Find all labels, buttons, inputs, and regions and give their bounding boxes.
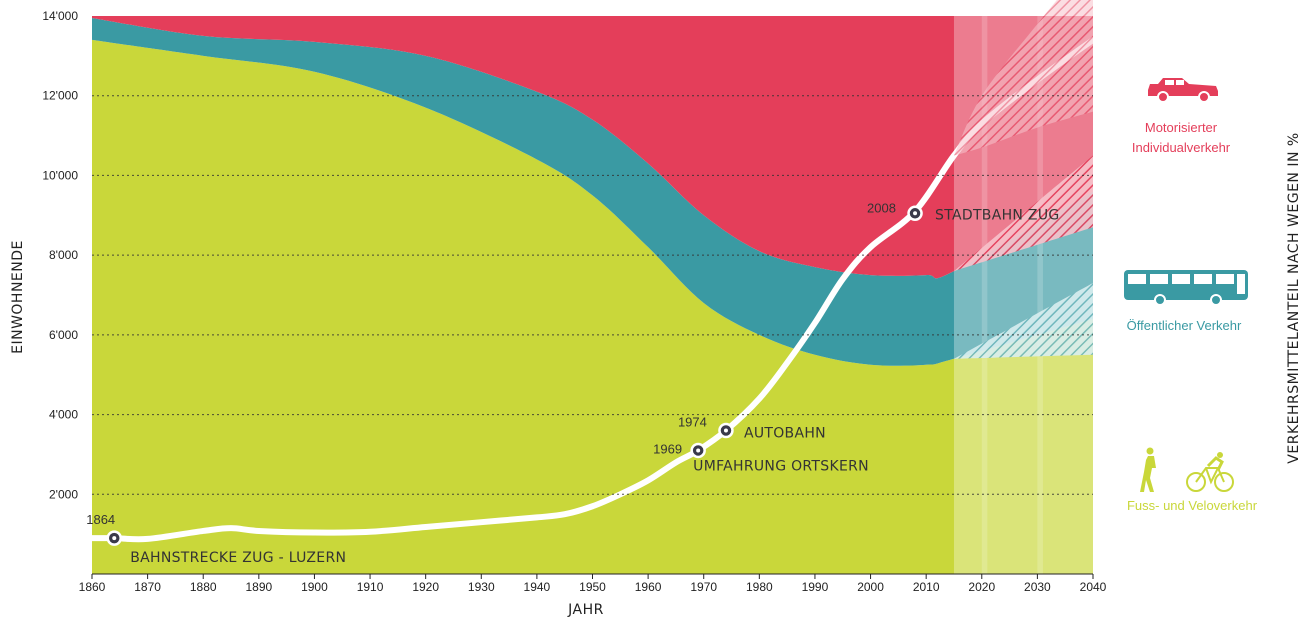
uncertainty-band: [953, 283, 1093, 359]
x-tick-label: 1920: [412, 580, 439, 594]
x-axis-title: JAHR: [567, 602, 604, 618]
uncertainty-band: [953, 155, 1093, 272]
legend-label-fuss-velo: Fuss- und Veloverkehr: [1127, 498, 1258, 513]
x-tick-label: 1890: [245, 580, 272, 594]
x-tick-label: 2030: [1024, 580, 1051, 594]
legend-label-miv-line2: Individualverkehr: [1132, 140, 1231, 155]
y-tick-label: 2'000: [49, 487, 78, 501]
series-fuss-velo-area: [92, 39, 1093, 574]
legend-label-miv-line1: Motorisierter: [1145, 120, 1218, 135]
y-tick-label: 10'000: [42, 168, 78, 182]
series-miv-area: [92, 16, 1093, 279]
legend: Motorisierter Individualverkehr Öffentli…: [1124, 78, 1258, 513]
x-tick-label: 1910: [357, 580, 384, 594]
x-tick-label: 2000: [857, 580, 884, 594]
y-tick-label: 14'000: [42, 9, 78, 23]
event-year-label: 1864: [86, 512, 115, 527]
x-tick-label: 2010: [913, 580, 940, 594]
forecast-band: [981, 16, 988, 574]
x-tick-label: 1860: [79, 580, 106, 594]
event-label: BAHNSTRECKE ZUG - LUZERN: [130, 550, 346, 566]
event-marker-dot: [723, 428, 728, 433]
population-line: [89, 36, 1096, 543]
x-tick-label: 1960: [635, 580, 662, 594]
x-tick-label: 1930: [468, 580, 495, 594]
event-marker-dot: [696, 448, 701, 453]
x-tick-label: 1950: [579, 580, 606, 594]
population-uncertainty: [953, 0, 1093, 156]
pedestrian-bicycle-icon: [1140, 447, 1234, 492]
x-tick-label: 1990: [802, 580, 829, 594]
x-tick-label: 2040: [1080, 580, 1107, 594]
car-icon: [1148, 78, 1218, 103]
events: 1864 BAHNSTRECKE ZUG - LUZERN 1969 UMFAHRUN…: [86, 200, 1059, 566]
event-year-label: 1974: [678, 415, 707, 430]
legend-label-oev: Öffentlicher Verkehr: [1127, 318, 1242, 333]
y-tick-label: 6'000: [49, 328, 78, 342]
x-tick-label: 1970: [690, 580, 717, 594]
event-label: AUTOBAHN: [744, 426, 826, 442]
event-label: UMFAHRUNG ORTSKERN: [693, 458, 869, 474]
event-year-label: 2008: [867, 200, 896, 215]
event-marker-dot: [913, 211, 918, 216]
x-tick-label: 1940: [524, 580, 551, 594]
y-tick-label: 8'000: [49, 248, 78, 262]
axes: 1860 1870 1880 1890 1900 1910 1920 1930 1940 1950…: [42, 9, 1106, 594]
event-marker-dot: [112, 536, 117, 541]
x-tick-label: 1870: [134, 580, 161, 594]
y-axis-title: EINWOHNENDE: [10, 240, 26, 354]
x-tick-label: 1900: [301, 580, 328, 594]
x-tick-label: 1880: [190, 580, 217, 594]
y-axis-title-right: VERKEHRSMITTELANTEIL NACH WEGEN IN %: [1286, 132, 1302, 463]
x-tick-label: 2020: [968, 580, 995, 594]
event-label: STADTBAHN ZUG: [935, 207, 1059, 223]
bus-icon: [1124, 270, 1248, 306]
plot-area: [89, 0, 1096, 574]
forecast-band: [1037, 16, 1043, 574]
y-tick-label: 12'000: [42, 89, 78, 103]
y-tick-label: 4'000: [49, 408, 78, 422]
event-year-label: 1969: [653, 441, 682, 456]
x-tick-label: 1980: [746, 580, 773, 594]
